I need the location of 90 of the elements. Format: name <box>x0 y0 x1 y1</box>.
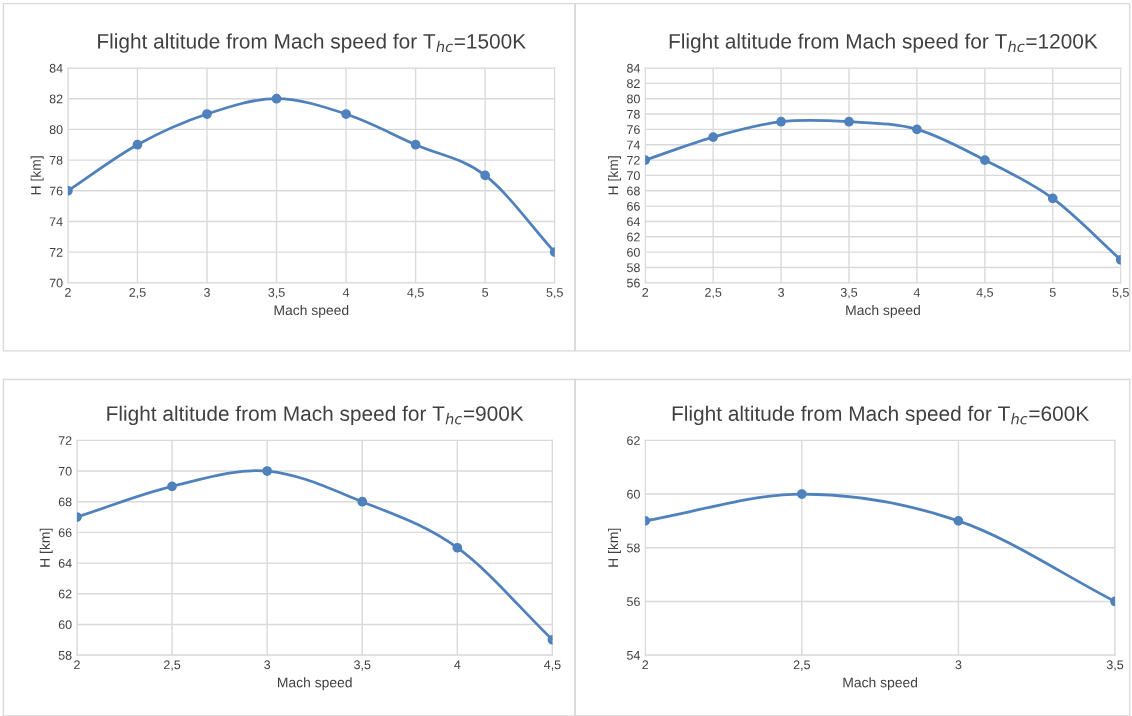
point <box>357 496 368 507</box>
y-tick-label: 74 <box>627 140 641 150</box>
y-tick-label: 78 <box>49 155 63 165</box>
x-tick-label: 4,5 <box>407 288 424 299</box>
x-tick-label: 5,5 <box>1112 288 1129 299</box>
point <box>132 139 143 150</box>
y-tick-label: 58 <box>626 543 640 553</box>
x-tick-label: 2,5 <box>705 288 722 299</box>
y-tick-label: 54 <box>626 651 641 660</box>
point <box>262 466 273 476</box>
point <box>844 116 854 127</box>
x-tick-label: 3 <box>204 288 210 297</box>
x-tick-label: 4 <box>913 288 921 297</box>
y-tick-label: 64 <box>627 217 641 227</box>
y-tick-label: 76 <box>49 186 63 196</box>
y-tick-label: 58 <box>626 263 640 273</box>
y-tick-label: 76 <box>627 125 640 135</box>
point <box>452 542 463 553</box>
x-tick-label: 2 <box>642 288 649 297</box>
point <box>776 116 786 127</box>
y-tick-label: 64 <box>58 558 72 568</box>
x-tick-label: 4 <box>342 288 350 297</box>
x-tick-label: 3 <box>264 660 271 670</box>
x-tick-label: 2,5 <box>129 288 146 299</box>
x-tick-label: 3 <box>778 288 785 297</box>
y-tick-label: 62 <box>58 589 72 599</box>
y-tick-label: 62 <box>627 436 640 445</box>
y-axis-title: H [km] <box>607 156 621 195</box>
x-tick-label: 3,5 <box>840 288 858 299</box>
y-axis-title: H [km] <box>607 528 621 567</box>
chart-title: Flight altitude from Mach speed for T$_{hc}$=600K <box>672 405 1089 426</box>
y-tick-label: 82 <box>49 94 63 104</box>
y-tick-label: 62 <box>627 232 640 242</box>
x-tick-label: 2 <box>65 288 71 297</box>
x-tick-label: 2,5 <box>164 660 181 671</box>
y-tick-label: 72 <box>58 436 72 445</box>
x-tick-label: 3,5 <box>268 288 285 299</box>
y-tick-label: 60 <box>627 247 640 257</box>
x-tick-label: 4,5 <box>976 288 994 299</box>
y-tick-label: 70 <box>49 278 63 288</box>
y-tick-label: 70 <box>58 466 72 476</box>
y-tick-label: 56 <box>626 278 640 288</box>
y-tick-label: 84 <box>627 63 641 73</box>
chart-title: Flight altitude from Mach speed for T$_{hc}$=1200K <box>669 33 1098 53</box>
y-tick-label: 74 <box>49 217 63 226</box>
x-tick-label: 3,5 <box>1106 660 1124 671</box>
x-axis-title: Mach speed <box>843 677 918 691</box>
y-axis-title: H [km] <box>30 156 44 195</box>
point <box>341 109 351 119</box>
y-tick-label: 60 <box>627 489 640 499</box>
x-tick-label: 5 <box>482 288 489 297</box>
point <box>480 170 491 181</box>
chart-title: Flight altitude from Mach speed for T$_{hc}$=900K <box>107 405 524 426</box>
y-axis-title: H [km] <box>39 528 53 567</box>
x-tick-label: 2 <box>74 660 80 670</box>
y-tick-label: 68 <box>58 497 72 507</box>
chart-title: Flight altitude from Mach speed for T$_{hc}$=1500K <box>98 33 526 53</box>
x-tick-label: 2,5 <box>793 660 810 671</box>
point <box>202 109 212 119</box>
y-tick-label: 80 <box>627 94 640 104</box>
x-tick-label: 5 <box>1049 288 1056 297</box>
x-tick-label: 4 <box>454 660 461 670</box>
y-tick-label: 66 <box>58 528 72 538</box>
x-tick-label: 2 <box>642 660 649 670</box>
x-tick-label: 5,5 <box>546 288 563 299</box>
y-tick-label: 70 <box>627 171 640 181</box>
x-tick-label: 4,5 <box>544 660 561 671</box>
y-tick-label: 82 <box>627 79 640 89</box>
point <box>167 481 177 492</box>
x-tick-label: 3,5 <box>354 660 371 671</box>
y-tick-label: 80 <box>49 125 63 135</box>
y-tick-label: 78 <box>627 109 640 119</box>
y-tick-label: 66 <box>627 201 640 211</box>
y-tick-label: 58 <box>58 650 72 660</box>
y-tick-label: 72 <box>627 155 640 165</box>
y-tick-label: 84 <box>49 63 63 73</box>
point <box>271 93 282 104</box>
y-tick-label: 56 <box>626 597 640 607</box>
x-axis-title: Mach speed <box>846 304 920 318</box>
point <box>410 139 421 150</box>
point <box>1047 193 1058 204</box>
point <box>979 155 990 165</box>
x-axis-title: Mach speed <box>274 304 349 318</box>
point <box>912 124 922 135</box>
y-tick-label: 68 <box>627 186 640 196</box>
y-tick-label: 60 <box>58 620 72 630</box>
point <box>708 132 719 142</box>
x-tick-label: 3 <box>955 660 962 670</box>
x-axis-title: Mach speed <box>278 677 352 691</box>
y-tick-label: 72 <box>49 247 63 257</box>
